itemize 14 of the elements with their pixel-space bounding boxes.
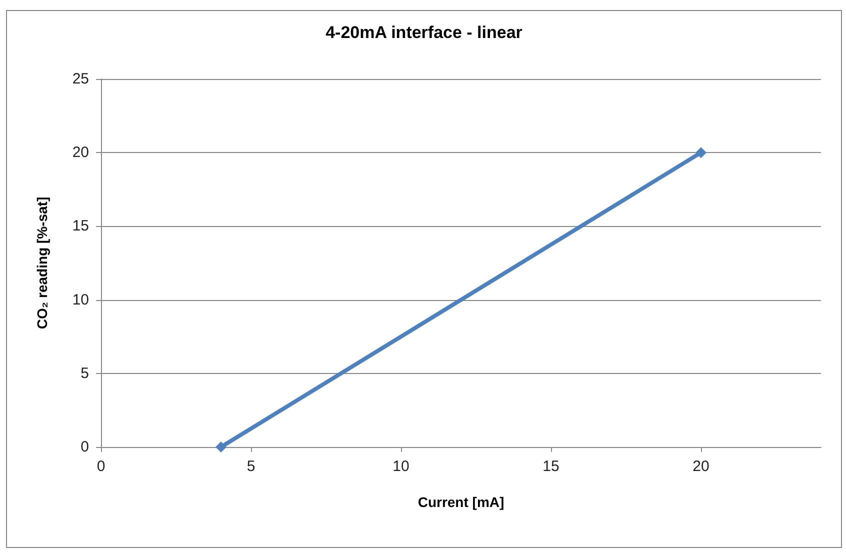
y-tick-label: 10 xyxy=(72,291,89,308)
chart-title: 4-20mA interface - linear xyxy=(326,23,523,42)
x-tick-label: 20 xyxy=(692,458,710,475)
y-axis-title: CO₂ reading [%-sat] xyxy=(34,196,50,330)
y-tick-label: 20 xyxy=(72,144,89,162)
y-tick-label: 5 xyxy=(80,364,89,382)
y-tick-label: 25 xyxy=(72,70,89,88)
y-tick-label: 0 xyxy=(80,438,89,456)
x-tick-label: 15 xyxy=(542,458,560,475)
x-axis-title: Current [mA] xyxy=(418,494,504,510)
x-tick-label: 10 xyxy=(392,458,410,475)
x-tick-label: 0 xyxy=(96,458,106,475)
y-tick-label: 15 xyxy=(72,218,89,235)
x-tick-label: 5 xyxy=(246,458,256,475)
